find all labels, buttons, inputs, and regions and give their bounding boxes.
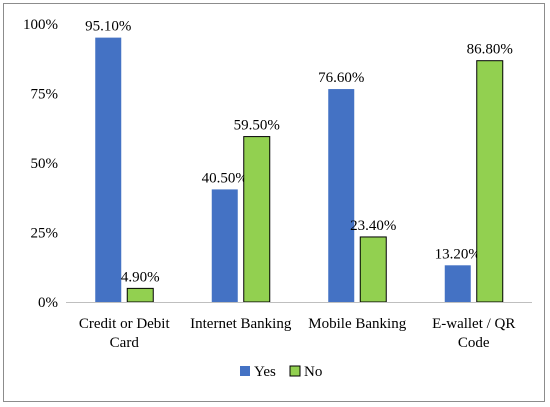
legend-swatch-no xyxy=(289,365,301,377)
y-tick-label: 0% xyxy=(38,295,58,311)
x-tick-label: Credit or Debit Card xyxy=(79,316,171,351)
y-tick-label: 25% xyxy=(31,226,59,242)
y-tick-label: 50% xyxy=(31,156,59,172)
bar-yes xyxy=(328,89,355,302)
bar-yes xyxy=(211,189,238,302)
legend-label-yes: Yes xyxy=(254,364,276,380)
data-label: 13.20% xyxy=(435,246,481,262)
data-label: 23.40% xyxy=(350,218,396,234)
bar-no xyxy=(126,287,154,303)
bar-yes xyxy=(95,37,122,302)
legend-swatch-yes xyxy=(240,366,250,376)
data-label: 95.10% xyxy=(85,19,131,35)
legend-label-no: No xyxy=(304,364,322,380)
y-tick-label: 75% xyxy=(31,87,59,103)
data-label: 4.90% xyxy=(121,269,160,285)
data-label: 86.80% xyxy=(467,42,513,58)
bar-yes xyxy=(444,265,471,302)
chart-frame xyxy=(3,3,545,402)
x-tick-label: Mobile Banking xyxy=(308,316,406,332)
bar-no xyxy=(476,60,504,303)
data-label: 40.50% xyxy=(202,170,248,186)
data-label: 59.50% xyxy=(234,118,280,134)
y-tick-label: 100% xyxy=(23,17,58,33)
data-label: 76.60% xyxy=(318,70,364,86)
x-tick-label: Internet Banking xyxy=(190,316,292,332)
bar-no xyxy=(359,236,387,303)
bar-no xyxy=(243,136,271,303)
x-tick-label: E-wallet / QR Code xyxy=(432,316,515,351)
